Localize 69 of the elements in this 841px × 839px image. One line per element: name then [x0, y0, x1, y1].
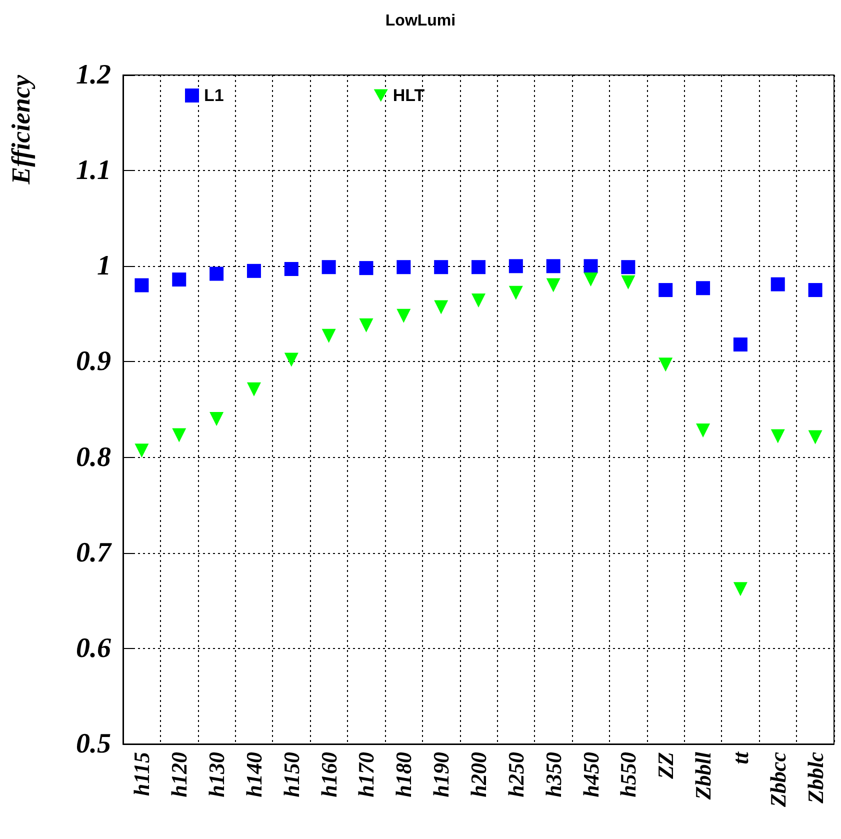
x-tick-label: h180: [391, 752, 416, 798]
x-tick-label: Zbblc: [802, 752, 828, 804]
point: [472, 260, 486, 274]
point: [359, 261, 374, 276]
point: [658, 283, 673, 298]
point: [134, 444, 149, 458]
point: [621, 260, 636, 274]
point: [359, 318, 374, 332]
point: [621, 275, 636, 290]
x-tick-label: h350: [540, 752, 566, 798]
x-tick-label: h160: [316, 752, 342, 798]
point: [584, 259, 598, 274]
x-tick-label: Zbbcc: [765, 752, 790, 808]
x-tick-label: h115: [129, 752, 154, 796]
point: [210, 266, 224, 281]
x-tick-label: h190: [428, 752, 454, 798]
y-tick-label: 1.1: [76, 155, 111, 186]
point: [770, 429, 785, 444]
point: [508, 259, 523, 274]
x-tick-label: h170: [354, 752, 379, 798]
x-tick-label: h120: [166, 752, 192, 798]
x-tick-label: h450: [578, 752, 604, 798]
x-tick-label: h250: [503, 752, 528, 798]
point: [472, 294, 486, 308]
point: [508, 286, 523, 300]
y-tick-label: 0.8: [76, 442, 111, 473]
point: [584, 272, 598, 287]
point: [246, 264, 261, 278]
point: [770, 277, 785, 292]
point: [172, 428, 186, 442]
x-tick-label: ZZ: [653, 752, 678, 780]
point: [322, 260, 336, 274]
x-tick-label: h150: [278, 752, 304, 798]
y-tick-label: 0.7: [76, 537, 112, 568]
y-tick-label: 0.6: [76, 632, 111, 664]
point: [434, 260, 448, 274]
point: [284, 262, 298, 276]
x-tick-label: tt: [728, 751, 753, 764]
point: [210, 412, 224, 426]
x-tick-label: h550: [616, 752, 641, 798]
point: [658, 358, 673, 372]
point: [434, 300, 448, 314]
point: [134, 278, 149, 292]
point: [396, 308, 411, 323]
y-axis-title: Efficiency: [6, 74, 36, 186]
point: [733, 582, 748, 596]
y-tick-label: 0.5: [76, 728, 111, 760]
point: [808, 283, 822, 298]
point: [808, 430, 822, 444]
point: [246, 382, 261, 396]
x-tick-label: h140: [241, 752, 266, 798]
point: [696, 424, 710, 438]
point: [284, 352, 298, 367]
point: [546, 278, 560, 292]
y-tick-label: 1.2: [76, 60, 111, 90]
point: [396, 260, 411, 274]
legend-label: HLT: [392, 86, 426, 105]
x-tick-label: h130: [204, 752, 230, 798]
point: [696, 281, 710, 296]
point: [322, 328, 336, 343]
point: [546, 259, 560, 274]
y-tick-label: 0.9: [76, 346, 111, 378]
point: [733, 338, 748, 352]
x-tick-label: Zbbll: [690, 751, 716, 801]
legend-label: L1: [204, 86, 224, 105]
x-tick-label: h200: [466, 752, 491, 798]
y-tick-label: 1: [97, 250, 111, 282]
point: [172, 272, 186, 287]
chart-title: LowLumi: [385, 12, 456, 30]
